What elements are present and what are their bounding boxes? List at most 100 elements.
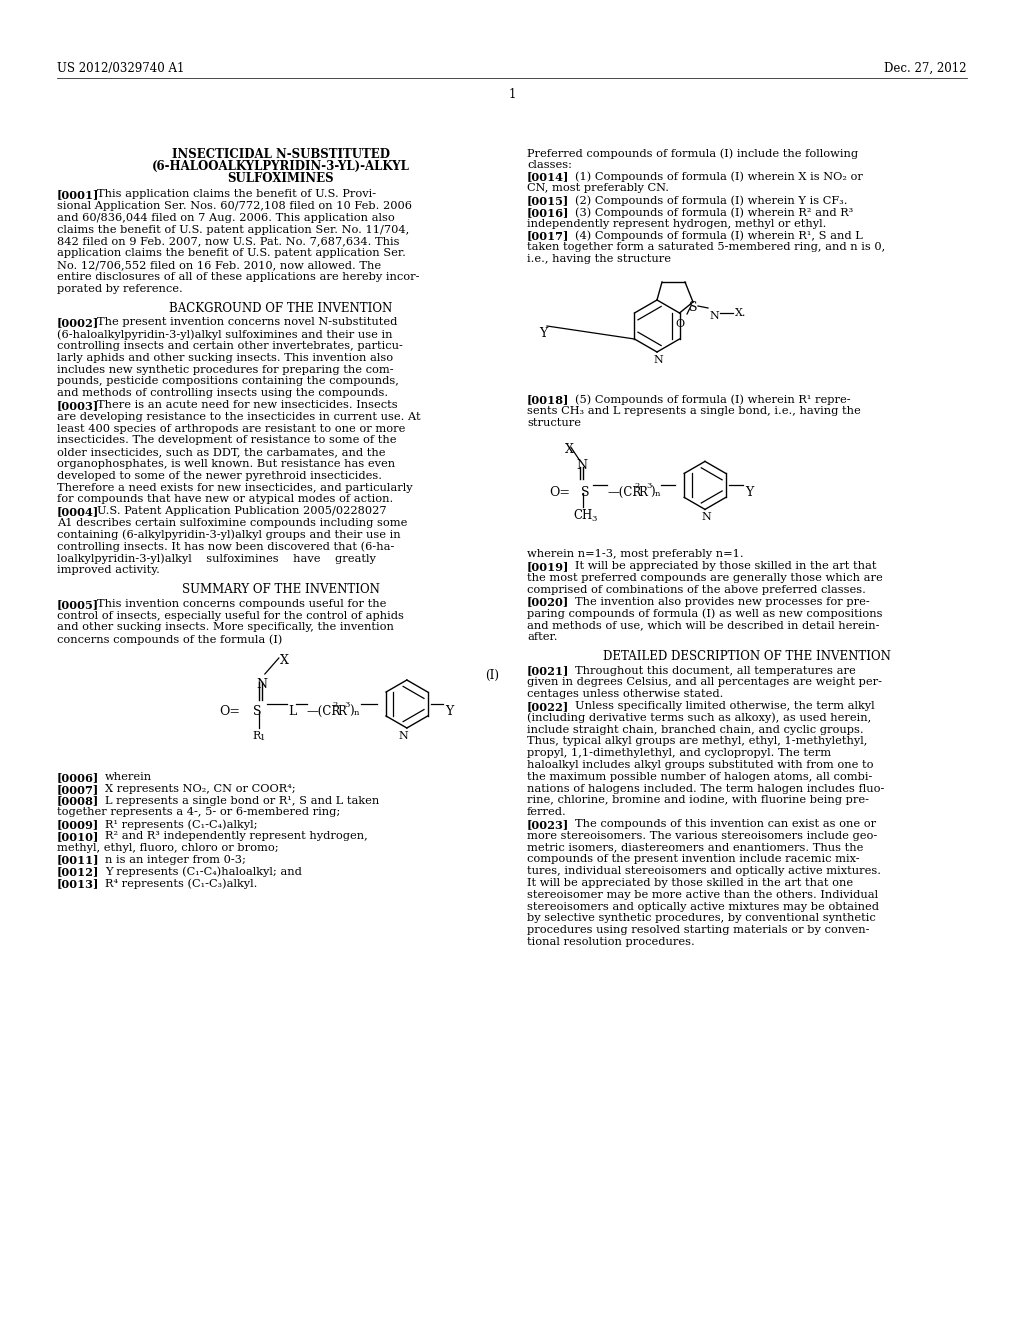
- Text: S: S: [253, 705, 261, 718]
- Text: and 60/836,044 filed on 7 Aug. 2006. This application also: and 60/836,044 filed on 7 Aug. 2006. Thi…: [57, 213, 394, 223]
- Text: [0012]: [0012]: [57, 866, 99, 878]
- Text: 1: 1: [260, 734, 265, 742]
- Text: The present invention concerns novel N-substituted: The present invention concerns novel N-s…: [97, 317, 397, 327]
- Text: concerns compounds of the formula (I): concerns compounds of the formula (I): [57, 634, 283, 644]
- Text: Preferred compounds of formula (I) include the following: Preferred compounds of formula (I) inclu…: [527, 148, 858, 158]
- Text: ferred.: ferred.: [527, 808, 566, 817]
- Text: It will be appreciated by those skilled in the art that one: It will be appreciated by those skilled …: [527, 878, 853, 888]
- Text: include straight chain, branched chain, and cyclic groups.: include straight chain, branched chain, …: [527, 725, 863, 735]
- Text: N: N: [256, 678, 267, 690]
- Text: developed to some of the newer pyrethroid insecticides.: developed to some of the newer pyrethroi…: [57, 471, 382, 480]
- Text: insecticides. The development of resistance to some of the: insecticides. The development of resista…: [57, 436, 396, 445]
- Text: n: n: [655, 491, 660, 499]
- Text: entire disclosures of all of these applications are hereby incor-: entire disclosures of all of these appli…: [57, 272, 420, 282]
- Text: compounds of the present invention include racemic mix-: compounds of the present invention inclu…: [527, 854, 859, 865]
- Text: least 400 species of arthropods are resistant to one or more: least 400 species of arthropods are resi…: [57, 424, 406, 433]
- Text: and methods of controlling insects using the compounds.: and methods of controlling insects using…: [57, 388, 388, 399]
- Text: loalkylpyridin-3-yl)alkyl    sulfoximines    have    greatly: loalkylpyridin-3-yl)alkyl sulfoximines h…: [57, 553, 376, 564]
- Text: [0009]: [0009]: [57, 820, 99, 830]
- Text: [0014]: [0014]: [527, 172, 569, 182]
- Text: taken together form a saturated 5-membered ring, and n is 0,: taken together form a saturated 5-member…: [527, 243, 886, 252]
- Text: R: R: [253, 731, 261, 741]
- Text: [0020]: [0020]: [527, 597, 569, 607]
- Text: propyl, 1,1-dimethylethyl, and cyclopropyl. The term: propyl, 1,1-dimethylethyl, and cycloprop…: [527, 748, 831, 758]
- Text: and methods of use, which will be described in detail herein-: and methods of use, which will be descri…: [527, 620, 880, 630]
- Text: The invention also provides new processes for pre-: The invention also provides new processe…: [575, 597, 869, 607]
- Text: given in degrees Celsius, and all percentages are weight per-: given in degrees Celsius, and all percen…: [527, 677, 882, 688]
- Text: and other sucking insects. More specifically, the invention: and other sucking insects. More specific…: [57, 623, 394, 632]
- Text: stereoisomer may be more active than the others. Individual: stereoisomer may be more active than the…: [527, 890, 879, 900]
- Text: US 2012/0329740 A1: US 2012/0329740 A1: [57, 62, 184, 75]
- Text: 3: 3: [591, 515, 596, 524]
- Text: R: R: [638, 486, 647, 499]
- Text: X: X: [280, 653, 289, 667]
- Text: improved activity.: improved activity.: [57, 565, 160, 576]
- Text: centages unless otherwise stated.: centages unless otherwise stated.: [527, 689, 723, 700]
- Text: Y: Y: [444, 705, 453, 718]
- Text: after.: after.: [527, 632, 557, 642]
- Text: R⁴ represents (C₁-C₃)alkyl.: R⁴ represents (C₁-C₃)alkyl.: [105, 878, 257, 888]
- Text: L represents a single bond or R¹, S and L taken: L represents a single bond or R¹, S and …: [105, 796, 379, 805]
- Text: stereoisomers and optically active mixtures may be obtained: stereoisomers and optically active mixtu…: [527, 902, 879, 912]
- Text: haloalkyl includes alkyl groups substituted with from one to: haloalkyl includes alkyl groups substitu…: [527, 760, 873, 770]
- Text: wherein: wherein: [105, 772, 153, 781]
- Text: [0018]: [0018]: [527, 393, 569, 405]
- Text: The compounds of this invention can exist as one or: The compounds of this invention can exis…: [575, 818, 877, 829]
- Text: [0006]: [0006]: [57, 772, 99, 783]
- Text: Dec. 27, 2012: Dec. 27, 2012: [885, 62, 967, 75]
- Text: N: N: [575, 459, 587, 473]
- Text: ): ): [349, 705, 353, 718]
- Text: porated by reference.: porated by reference.: [57, 284, 182, 294]
- Text: X.: X.: [735, 308, 746, 318]
- Text: N: N: [709, 312, 719, 321]
- Text: INSECTICIDAL N-SUBSTITUTED: INSECTICIDAL N-SUBSTITUTED: [171, 148, 389, 161]
- Text: application claims the benefit of U.S. patent application Ser.: application claims the benefit of U.S. p…: [57, 248, 406, 259]
- Text: [0023]: [0023]: [527, 818, 569, 830]
- Text: (3) Compounds of formula (I) wherein R² and R³: (3) Compounds of formula (I) wherein R² …: [575, 207, 853, 218]
- Text: (6-haloalkylpyridin-3-yl)alkyl sulfoximines and their use in: (6-haloalkylpyridin-3-yl)alkyl sulfoximi…: [57, 329, 392, 339]
- Text: more stereoisomers. The various stereoisomers include geo-: more stereoisomers. The various stereois…: [527, 830, 878, 841]
- Text: nations of halogens included. The term halogen includes fluo-: nations of halogens included. The term h…: [527, 784, 885, 793]
- Text: wherein n=1-3, most preferably n=1.: wherein n=1-3, most preferably n=1.: [527, 549, 743, 560]
- Text: i.e., having the structure: i.e., having the structure: [527, 255, 671, 264]
- Text: O: O: [675, 319, 684, 329]
- Text: older insecticides, such as DDT, the carbamates, and the: older insecticides, such as DDT, the car…: [57, 447, 385, 457]
- Text: metric isomers, diastereomers and enantiomers. Thus the: metric isomers, diastereomers and enanti…: [527, 842, 863, 853]
- Text: [0011]: [0011]: [57, 854, 99, 866]
- Text: (I): (I): [485, 669, 499, 682]
- Text: are developing resistance to the insecticides in current use. At: are developing resistance to the insecti…: [57, 412, 421, 422]
- Text: control of insects, especially useful for the control of aphids: control of insects, especially useful fo…: [57, 611, 403, 620]
- Text: [0010]: [0010]: [57, 832, 99, 842]
- Text: CH: CH: [573, 510, 592, 523]
- Text: —(CR: —(CR: [307, 705, 341, 718]
- Text: [0022]: [0022]: [527, 701, 569, 711]
- Text: n is an integer from 0-3;: n is an integer from 0-3;: [105, 854, 246, 865]
- Text: pounds, pesticide compositions containing the compounds,: pounds, pesticide compositions containin…: [57, 376, 399, 387]
- Text: [0003]: [0003]: [57, 400, 99, 411]
- Text: larly aphids and other sucking insects. This invention also: larly aphids and other sucking insects. …: [57, 352, 393, 363]
- Text: structure: structure: [527, 417, 581, 428]
- Text: sional Application Ser. Nos. 60/772,108 filed on 10 Feb. 2006: sional Application Ser. Nos. 60/772,108 …: [57, 201, 412, 211]
- Text: A1 describes certain sulfoximine compounds including some: A1 describes certain sulfoximine compoun…: [57, 517, 408, 528]
- Text: [0001]: [0001]: [57, 189, 99, 201]
- Text: (including derivative terms such as alkoxy), as used herein,: (including derivative terms such as alko…: [527, 713, 871, 723]
- Text: X represents NO₂, CN or COOR⁴;: X represents NO₂, CN or COOR⁴;: [105, 784, 296, 793]
- Text: classes:: classes:: [527, 160, 571, 170]
- Text: methyl, ethyl, fluoro, chloro or bromo;: methyl, ethyl, fluoro, chloro or bromo;: [57, 842, 279, 853]
- Text: controlling insects. It has now been discovered that (6-ha-: controlling insects. It has now been dis…: [57, 541, 394, 552]
- Text: together represents a 4-, 5- or 6-membered ring;: together represents a 4-, 5- or 6-member…: [57, 808, 340, 817]
- Text: Y represents (C₁-C₄)haloalkyl; and: Y represents (C₁-C₄)haloalkyl; and: [105, 866, 302, 876]
- Text: (5) Compounds of formula (I) wherein R¹ repre-: (5) Compounds of formula (I) wherein R¹ …: [575, 393, 851, 404]
- Text: CN, most preferably CN.: CN, most preferably CN.: [527, 183, 669, 194]
- Text: Y: Y: [539, 327, 547, 341]
- Text: sents CH₃ and L represents a single bond, i.e., having the: sents CH₃ and L represents a single bond…: [527, 405, 861, 416]
- Text: [0005]: [0005]: [57, 599, 99, 610]
- Text: controlling insects and certain other invertebrates, particu-: controlling insects and certain other in…: [57, 341, 402, 351]
- Text: [0021]: [0021]: [527, 665, 569, 677]
- Text: by selective synthetic procedures, by conventional synthetic: by selective synthetic procedures, by co…: [527, 913, 876, 924]
- Text: [0007]: [0007]: [57, 784, 99, 795]
- Text: organophosphates, is well known. But resistance has even: organophosphates, is well known. But res…: [57, 459, 395, 469]
- Text: paring compounds of formula (I) as well as new compositions: paring compounds of formula (I) as well …: [527, 609, 883, 619]
- Text: There is an acute need for new insecticides. Insects: There is an acute need for new insectici…: [97, 400, 397, 411]
- Text: [0002]: [0002]: [57, 317, 99, 329]
